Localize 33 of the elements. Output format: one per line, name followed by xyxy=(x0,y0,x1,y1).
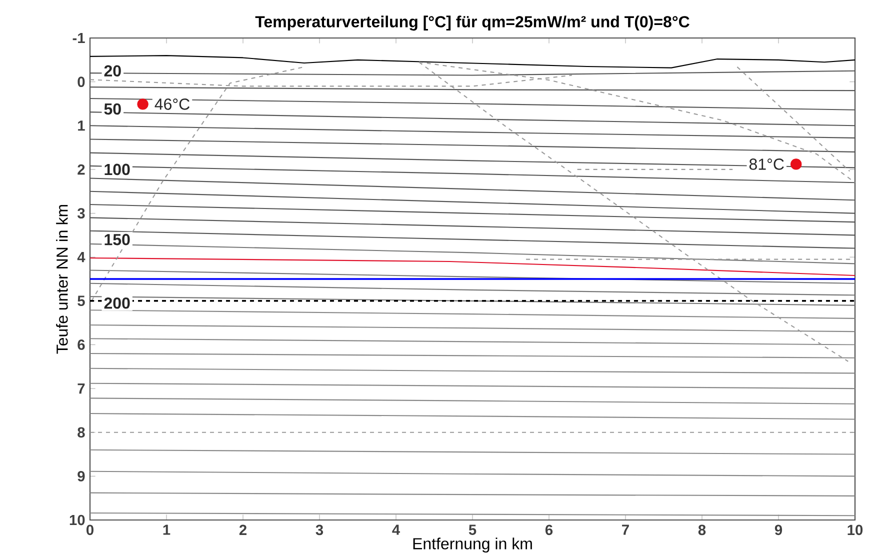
annotation: 100 xyxy=(104,164,130,176)
annotation: 200 xyxy=(104,297,130,309)
annotation: 150 xyxy=(104,234,130,246)
annotation: 50 xyxy=(104,103,121,115)
annotation: 81°C xyxy=(749,158,784,170)
y-tick-label: 9 xyxy=(78,471,85,482)
y-tick-label: 0 xyxy=(78,76,85,88)
y-tick-label: 10 xyxy=(70,514,85,526)
y-tick-label: -1 xyxy=(72,32,85,44)
y-tick-label: 7 xyxy=(78,384,85,394)
x-tick-label: 10 xyxy=(848,524,863,536)
x-tick-label: 5 xyxy=(468,524,476,535)
y-axis-title: Teufe unter NN in km xyxy=(56,204,68,354)
y-tick-label: 3 xyxy=(77,208,85,218)
x-axis-title: Entfernung in km xyxy=(413,538,532,553)
annotation: 20 xyxy=(104,65,121,77)
x-tick-label: 7 xyxy=(622,524,629,535)
x-tick-label: 2 xyxy=(239,524,246,535)
y-tick-label: 4 xyxy=(77,252,86,262)
y-tick-label: 2 xyxy=(78,164,85,175)
y-tick-label: 1 xyxy=(78,120,85,131)
y-tick-label: 6 xyxy=(78,340,85,350)
chart-title: Temperaturverteilung [°C] für qm=25mW/m² und T(0)=8°C xyxy=(255,16,690,31)
annotation: 46°C xyxy=(154,98,190,110)
x-tick-label: 0 xyxy=(86,524,94,536)
x-tick-label: 4 xyxy=(392,524,400,535)
y-tick-label: 5 xyxy=(78,296,85,306)
x-tick-label: 8 xyxy=(698,524,706,536)
x-tick-label: 3 xyxy=(316,524,324,536)
x-tick-label: 6 xyxy=(545,524,553,536)
x-tick-label: 9 xyxy=(774,524,782,536)
x-tick-label: 1 xyxy=(163,524,170,535)
y-tick-label: 8 xyxy=(78,427,85,438)
